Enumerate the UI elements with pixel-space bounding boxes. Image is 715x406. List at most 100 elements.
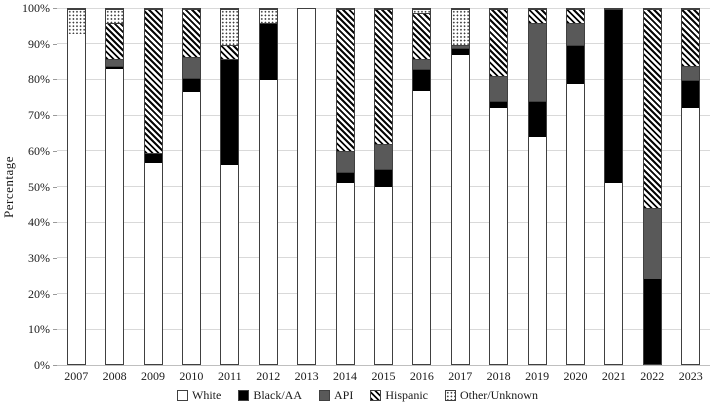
segment-black-aa-2010 (182, 78, 200, 93)
bar-slot-2008 (95, 8, 133, 365)
bar-slot-2010 (172, 8, 210, 365)
empty-square-icon (177, 390, 188, 401)
y-tick-label-70: 70% (28, 108, 50, 123)
segment-api-2022 (643, 207, 661, 279)
legend-item-other-unknown: Other/Unknown (444, 388, 538, 403)
segment-other-unknown-2016 (413, 9, 431, 13)
segment-hispanic-2016 (413, 12, 431, 59)
legend-label: Other/Unknown (459, 388, 538, 402)
segment-other-unknown-2008 (106, 9, 124, 24)
segment-api-2010 (182, 56, 200, 79)
bar-2015 (373, 8, 393, 365)
bar-2007 (66, 8, 86, 365)
x-tick-label-2007: 2007 (64, 369, 89, 383)
y-tick-label-50: 50% (28, 179, 50, 194)
segment-api-2017 (451, 44, 469, 49)
segment-white-2019 (528, 136, 546, 364)
legend-label: API (333, 388, 354, 402)
segment-hispanic-2020 (566, 9, 584, 24)
y-tick-mark (53, 8, 57, 9)
x-tick-label-2013: 2013 (294, 369, 319, 383)
segment-white-2011 (221, 165, 239, 364)
bar-2022 (642, 8, 662, 365)
legend-item-api: API (318, 388, 354, 403)
x-axis-tick-labels: 2007 2008 2009 2010 2011 2012 2013 2014 2015 2016… (57, 369, 710, 384)
x-tick-label-2022: 2022 (640, 369, 665, 383)
bar-slot-2014 (326, 8, 364, 365)
bar-2017 (450, 8, 470, 365)
y-tick-mark (53, 79, 57, 81)
segment-hispanic-2010 (182, 9, 200, 57)
bar-2009 (143, 8, 163, 365)
bar-slot-2007 (57, 8, 95, 365)
segment-black-aa-2023 (682, 80, 700, 109)
bar-2016 (412, 8, 432, 365)
x-tick-label-2014: 2014 (333, 369, 358, 383)
segment-black-aa-2012 (259, 23, 277, 80)
segment-black-aa-2020 (566, 44, 584, 84)
segment-black-aa-2011 (221, 58, 239, 166)
bar-slot-2021 (595, 8, 633, 365)
segment-hispanic-2011 (221, 44, 239, 59)
bar-slot-2022 (633, 8, 671, 365)
segment-api-2016 (413, 58, 431, 70)
x-tick-label-2017: 2017 (448, 369, 473, 383)
y-tick-mark (53, 329, 57, 331)
segment-white-2008 (106, 69, 124, 364)
segment-hispanic-2008 (106, 23, 124, 59)
y-tick-label-90: 90% (28, 36, 50, 51)
segment-black-aa-2014 (336, 172, 354, 183)
bar-2020 (565, 8, 585, 365)
segment-other-unknown-2007 (67, 9, 85, 34)
bar-2014 (335, 8, 355, 365)
segment-white-2009 (144, 163, 162, 364)
bar-slot-2012 (249, 8, 287, 365)
x-tick-label-2016: 2016 (409, 369, 434, 383)
segment-white-2017 (451, 55, 469, 364)
segment-white-2018 (490, 108, 508, 364)
segment-other-unknown-2017 (451, 9, 469, 45)
segment-hispanic-2015 (374, 9, 392, 144)
segment-other-unknown-2012 (259, 9, 277, 24)
segment-black-aa-2019 (528, 101, 546, 137)
plot-area (57, 7, 710, 366)
x-tick-label-2012: 2012 (256, 369, 281, 383)
segment-white-2014 (336, 182, 354, 364)
x-tick-label-2023: 2023 (678, 369, 703, 383)
chart-legend: White Black/AA API Hispanic Other/Unknown (0, 388, 715, 403)
bar-2018 (489, 8, 509, 365)
bars-container (57, 8, 710, 365)
bar-2010 (181, 8, 201, 365)
segment-white-2020 (566, 83, 584, 364)
segment-white-2023 (682, 108, 700, 364)
diagonal-hatch-square-icon (370, 390, 382, 401)
segment-black-aa-2008 (106, 65, 124, 70)
bar-2019 (527, 8, 547, 365)
x-tick-label-2010: 2010 (179, 369, 204, 383)
bar-slot-2017 (441, 8, 479, 365)
y-tick-label-100: 100% (22, 1, 50, 15)
legend-item-white: White (177, 388, 221, 403)
segment-white-2012 (259, 80, 277, 364)
y-tick-label-80: 80% (28, 72, 50, 87)
segment-api-2019 (528, 23, 546, 102)
bar-2013 (297, 8, 317, 365)
bar-slot-2020 (556, 8, 594, 365)
bar-2012 (258, 8, 278, 365)
y-tick-label-30: 30% (28, 250, 50, 265)
x-tick-label-2018: 2018 (486, 369, 511, 383)
x-tick-label-2009: 2009 (141, 369, 166, 383)
segment-api-2018 (490, 76, 508, 102)
segment-hispanic-2009 (144, 9, 162, 153)
y-tick-mark (53, 115, 57, 117)
y-tick-mark (53, 257, 57, 259)
y-tick-mark (53, 222, 57, 224)
segment-black-aa-2016 (413, 69, 431, 91)
bar-slot-2016 (403, 8, 441, 365)
x-tick-label-2008: 2008 (102, 369, 127, 383)
segment-white-2007 (67, 33, 85, 364)
bar-slot-2011 (211, 8, 249, 365)
segment-black-aa-2021 (605, 9, 623, 183)
y-tick-mark (53, 293, 57, 295)
